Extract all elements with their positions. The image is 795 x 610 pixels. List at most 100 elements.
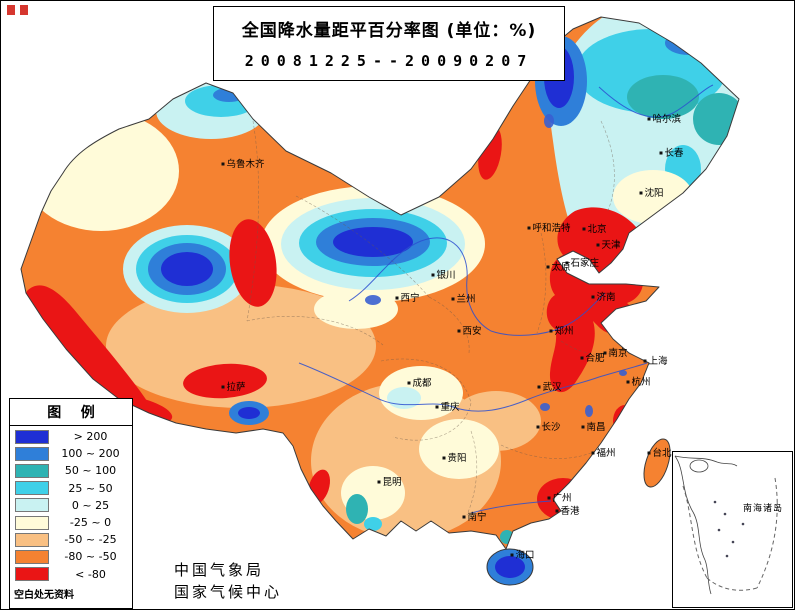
svg-text:福州: 福州	[597, 447, 616, 459]
legend-box: 图 例 > 200 100 ~ 200 50 ~ 100 25 ~ 50 0 ~ 25 -…	[9, 398, 133, 609]
city-marker: 银川	[431, 269, 456, 281]
inset-dash-boundary	[682, 477, 778, 591]
hainan-island	[486, 548, 534, 586]
svg-text:北京: 北京	[588, 223, 607, 235]
legend-swatch	[15, 446, 49, 461]
city-marker: 拉萨	[221, 381, 247, 393]
legend-label: 100 ~ 200	[61, 447, 120, 461]
svg-text:成都: 成都	[413, 377, 433, 389]
city-marker: 武汉	[537, 381, 563, 393]
svg-text:海口: 海口	[516, 549, 535, 561]
city-marker: 海口	[510, 549, 535, 561]
city-marker: 济南	[591, 291, 616, 303]
rivers	[298, 84, 714, 514]
title-box: 全国降水量距平百分率图 (单位：%) 20081225--20090207	[213, 6, 565, 81]
city-marker: 太原	[546, 261, 571, 273]
legend-swatch	[15, 567, 49, 582]
city-marker: 北京	[582, 223, 607, 235]
south-china-sea-inset: 南海诸岛	[672, 451, 793, 608]
svg-text:香港: 香港	[561, 505, 581, 517]
city-marker: 香港	[555, 505, 581, 517]
legend-item: -50 ~ -25	[10, 531, 132, 548]
legend-swatch	[15, 549, 49, 564]
inset-hainan	[689, 459, 709, 473]
org-name-1: 中国气象局	[174, 561, 265, 579]
svg-text:哈尔滨: 哈尔滨	[653, 113, 682, 125]
legend-label: 25 ~ 50	[68, 481, 113, 495]
svg-text:拉萨: 拉萨	[227, 381, 247, 393]
legend-swatch	[15, 463, 49, 478]
inset-coastline-top	[674, 455, 738, 467]
city-marker: 长沙	[536, 421, 562, 433]
city-marker: 贵阳	[442, 452, 467, 464]
map-title: 全国降水量距平百分率图 (单位：%)	[241, 21, 537, 41]
legend-item: 50 ~ 100	[10, 462, 132, 479]
legend-swatch	[15, 481, 49, 496]
city-marker: 呼和浩特	[527, 222, 572, 234]
svg-text:西安: 西安	[463, 325, 482, 337]
inset-islands	[713, 500, 745, 558]
china-outline	[20, 16, 740, 550]
svg-text:银川: 银川	[437, 269, 456, 281]
svg-text:郑州: 郑州	[555, 325, 574, 337]
province-borders	[246, 120, 615, 516]
legend-swatch	[15, 429, 49, 444]
svg-text:济南: 济南	[597, 291, 616, 303]
svg-text:重庆: 重庆	[441, 401, 461, 413]
city-marker: 广州	[547, 492, 572, 504]
anomaly-region-lhasa-blue	[229, 401, 269, 425]
city-marker: 南昌	[581, 421, 606, 433]
inset-label: 南海诸岛	[742, 504, 783, 514]
anomaly-region-central-blue	[261, 186, 485, 302]
svg-text:杭州: 杭州	[632, 376, 651, 388]
inset-coastline	[674, 455, 712, 595]
svg-text:乌鲁木齐: 乌鲁木齐	[227, 158, 266, 170]
city-marker: 成都	[407, 377, 433, 389]
svg-text:长春: 长春	[665, 147, 685, 159]
city-marker: 兰州	[451, 293, 476, 305]
svg-text:南昌: 南昌	[587, 421, 606, 433]
legend-title: 图 例	[10, 399, 132, 426]
legend-swatch	[15, 532, 49, 547]
legend-item: -80 ~ -50	[10, 548, 132, 565]
city-marker: 乌鲁木齐	[221, 158, 266, 170]
city-marker: 长春	[659, 147, 685, 159]
legend-item: 0 ~ 25	[10, 497, 132, 514]
svg-text:西宁: 西宁	[401, 292, 420, 304]
svg-text:武汉: 武汉	[543, 381, 563, 393]
svg-text:广州: 广州	[553, 492, 572, 504]
svg-text:长沙: 长沙	[542, 421, 562, 433]
legend-no-data-label: 空白处无资料	[14, 589, 74, 601]
anomaly-region-tarim-blue	[123, 225, 251, 313]
legend-item: -25 ~ 0	[10, 514, 132, 531]
city-marker: 沈阳	[639, 187, 664, 199]
city-marker: 南京	[603, 347, 628, 359]
city-marker: 西宁	[395, 292, 420, 304]
legend-swatch	[15, 515, 49, 530]
corner-stamp-icon	[7, 5, 28, 15]
city-marker: 福州	[591, 447, 616, 459]
svg-text:呼和浩特: 呼和浩特	[533, 222, 572, 234]
city-marker: 合肥	[580, 352, 605, 364]
svg-text:贵阳: 贵阳	[448, 452, 467, 464]
inset-map	[674, 455, 778, 595]
lakes	[365, 114, 627, 417]
city-marker: 南宁	[462, 511, 487, 523]
legend-item: 100 ~ 200	[10, 445, 132, 462]
legend-label: -50 ~ -25	[64, 533, 117, 547]
city-marker: 天津	[596, 240, 622, 251]
legend-rows: > 200 100 ~ 200 50 ~ 100 25 ~ 50 0 ~ 25 -25 ~…	[10, 426, 132, 583]
taiwan-island	[643, 438, 671, 488]
city-marker: 石家庄	[565, 257, 600, 269]
legend-item: 25 ~ 50	[10, 480, 132, 497]
svg-text:台北: 台北	[653, 447, 673, 459]
legend-label: -25 ~ 0	[69, 516, 112, 530]
city-marker: 郑州	[549, 325, 574, 337]
org-name-2: 国家气候中心	[174, 582, 283, 601]
svg-text:天津: 天津	[602, 240, 622, 251]
legend-label: > 200	[73, 430, 108, 444]
city-marker: 台北	[647, 447, 673, 459]
svg-text:上海: 上海	[649, 355, 669, 367]
legend-swatch	[15, 498, 49, 513]
